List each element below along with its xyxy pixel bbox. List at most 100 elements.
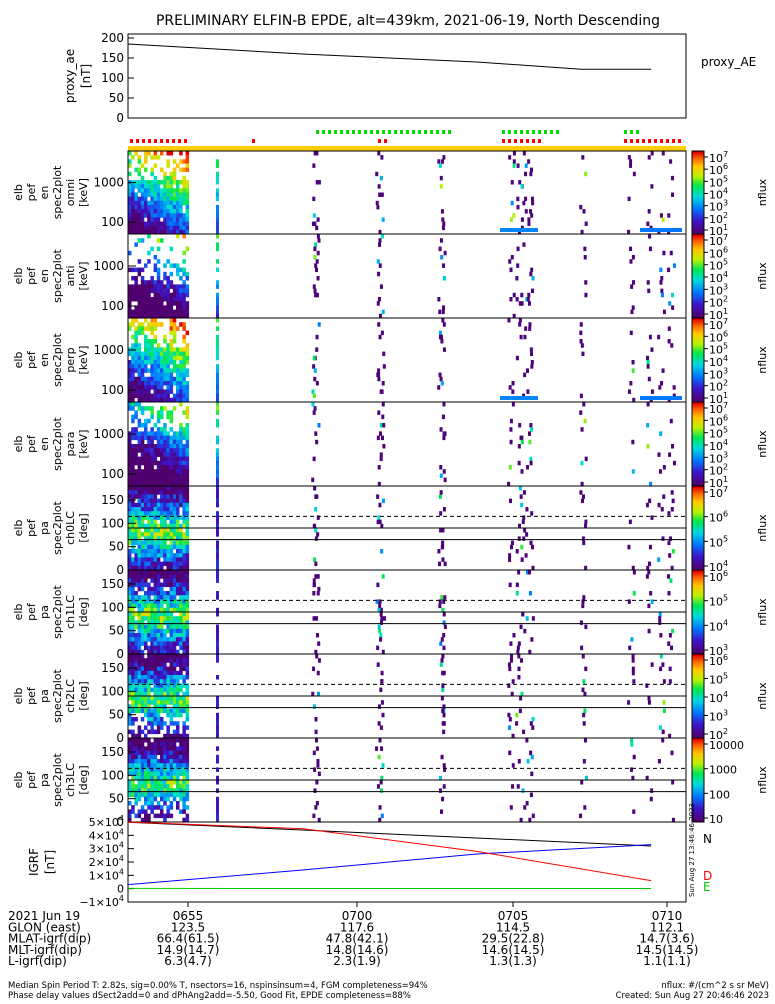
heatmap-cell	[667, 511, 670, 516]
heatmap-cell	[154, 301, 158, 306]
heatmap-cell	[170, 151, 174, 155]
heatmap-cell	[531, 201, 534, 205]
heatmap-cell	[579, 814, 582, 819]
heatmap-cell	[128, 226, 132, 230]
heatmap-cell	[170, 385, 174, 390]
heatmap-cell	[134, 763, 138, 768]
heatmap-cell	[179, 402, 183, 407]
heatmap-cell	[176, 536, 180, 541]
heatmap-cell	[176, 721, 180, 726]
heatmap-cell	[160, 683, 164, 688]
heatmap-cell	[182, 637, 186, 642]
heatmap-cell	[216, 193, 219, 197]
heatmap-cell	[376, 583, 379, 588]
heatmap-cell	[382, 352, 385, 357]
heatmap-cell	[138, 797, 142, 802]
heatmap-cell	[632, 280, 635, 285]
heatmap-cell	[176, 784, 180, 789]
heatmap-cell	[216, 641, 219, 646]
heatmap-cell	[147, 675, 151, 680]
footer-row-label: L-igrf(dip)	[8, 954, 67, 968]
heatmap-cell	[186, 805, 190, 810]
heatmap-cell	[173, 436, 177, 441]
heatmap-cell	[141, 322, 145, 327]
heatmap-cell	[182, 339, 186, 344]
heatmap-cell	[144, 667, 148, 672]
heatmap-cell	[147, 654, 151, 659]
heatmap-cell	[141, 448, 145, 453]
heatmap-cell	[315, 268, 318, 273]
heatmap-cell	[583, 721, 586, 726]
heatmap-cell	[163, 595, 167, 600]
heatmap-cell	[508, 667, 511, 672]
heatmap-cell	[186, 469, 190, 474]
heatmap-cell	[141, 238, 145, 243]
heatmap-cell	[163, 520, 167, 525]
heatmap-cell	[144, 168, 148, 172]
heatmap-cell	[179, 797, 183, 802]
heatmap-cell	[186, 713, 190, 718]
heatmap-cell	[128, 641, 132, 646]
heatmap-cell	[182, 197, 186, 201]
heatmap-cell	[524, 326, 527, 331]
heatmap-cell	[179, 448, 183, 453]
heatmap-cell	[154, 688, 158, 693]
heatmap-cell	[163, 746, 167, 751]
heatmap-cell	[314, 406, 317, 411]
heatmap-cell	[179, 452, 183, 457]
heatmap-cell	[176, 759, 180, 764]
heatmap-cell	[659, 268, 662, 273]
heatmap-cell	[170, 322, 174, 327]
heatmap-cell	[138, 188, 142, 192]
heatmap-cell	[134, 679, 138, 684]
y-axis-label: para	[64, 432, 77, 457]
heatmap-cell	[179, 742, 183, 747]
heatmap-cell	[147, 406, 151, 411]
heatmap-cell	[440, 238, 443, 243]
colorbar-label: nflux	[756, 430, 769, 458]
heatmap-cell	[150, 755, 154, 760]
heatmap-cell	[166, 197, 170, 201]
heatmap-cell	[663, 709, 666, 714]
heatmap-cell	[186, 574, 190, 579]
heatmap-cell	[176, 188, 180, 192]
flag-mark-green	[636, 130, 639, 134]
heatmap-cell	[160, 486, 164, 491]
heatmap-cell	[154, 385, 158, 390]
heatmap-cell	[378, 184, 381, 188]
heatmap-cell	[160, 625, 164, 630]
flag-mark-green	[358, 130, 361, 134]
heatmap-cell	[150, 570, 154, 575]
heatmap-cell	[311, 478, 314, 483]
heatmap-cell	[186, 394, 190, 399]
y-tick-label: 100	[101, 299, 124, 313]
heatmap-cell	[157, 490, 161, 495]
heatmap-cell	[530, 427, 533, 432]
heatmap-cell	[186, 784, 190, 789]
heatmap-cell	[166, 410, 170, 415]
heatmap-cell	[376, 205, 379, 209]
heatmap-cell	[186, 217, 190, 221]
heatmap-cell	[216, 570, 219, 575]
heatmap-cell	[163, 553, 167, 558]
flag-mark-green	[624, 130, 627, 134]
heatmap-cell	[179, 427, 183, 432]
heatmap-cell	[170, 331, 174, 336]
heatmap-cell	[439, 331, 442, 336]
heatmap-cell	[166, 448, 170, 453]
heatmap-cell	[154, 528, 158, 533]
heatmap-cell	[144, 318, 148, 323]
heatmap-cell	[170, 436, 174, 441]
heatmap-cell	[147, 805, 151, 810]
flag-mark-green	[514, 130, 517, 134]
heatmap-cell	[131, 289, 135, 294]
heatmap-cell	[144, 326, 148, 331]
heatmap-cell	[150, 201, 154, 205]
heatmap-cell	[318, 180, 321, 184]
colorbar-tick-label: 107	[709, 485, 728, 500]
y-axis-label: elb	[12, 688, 25, 705]
heatmap-cell	[150, 625, 154, 630]
heatmap-cell	[131, 763, 135, 768]
heatmap-cell	[318, 322, 321, 327]
